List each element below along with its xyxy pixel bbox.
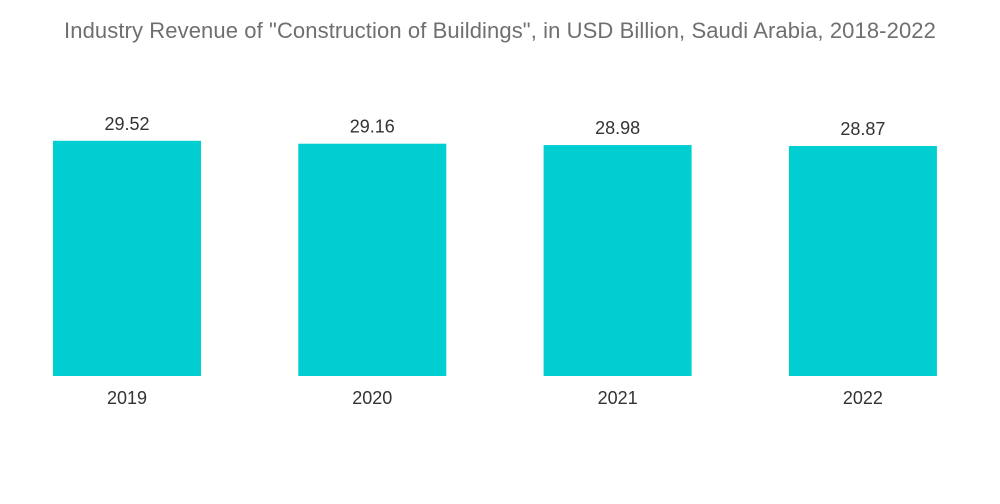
bar-2019 — [53, 140, 201, 376]
bars-layer — [53, 140, 937, 376]
bar-value-label-2022: 28.87 — [840, 119, 885, 139]
x-tick-label-2021: 2021 — [598, 388, 638, 408]
x-tick-label-2022: 2022 — [843, 388, 883, 408]
x-tick-labels-layer: 2019 2020 2021 2022 — [107, 388, 883, 408]
bar-value-label-2020: 29.16 — [350, 117, 395, 137]
bar-value-label-2019: 29.52 — [104, 114, 149, 134]
bar-2022 — [788, 146, 937, 376]
x-tick-label-2019: 2019 — [107, 388, 147, 408]
chart-title: Industry Revenue of "Construction of Bui… — [64, 18, 936, 43]
bar-2020 — [298, 143, 447, 376]
x-tick-label-2020: 2020 — [352, 388, 392, 408]
bar-value-label-2021: 28.98 — [595, 118, 640, 138]
bar-2021 — [543, 145, 692, 376]
value-labels-layer: 29.52 29.16 28.98 28.87 — [104, 114, 885, 139]
